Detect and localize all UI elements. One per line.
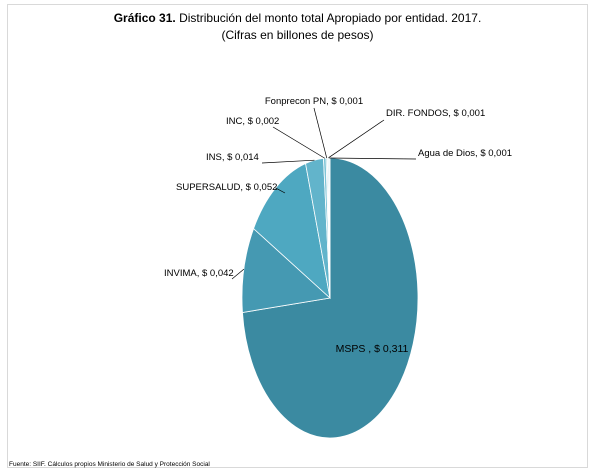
chart-area <box>7 4 588 468</box>
leader-line-ins <box>261 159 315 164</box>
leader-line-invima <box>231 268 245 280</box>
chart-subtitle: (Cifras en billones de pesos) <box>221 28 374 42</box>
data-label-supersalud: SUPERSALUD, $ 0,052 <box>176 182 277 193</box>
leader-line-agua-de-dios <box>329 157 417 160</box>
pie-slice-invima <box>241 227 331 313</box>
chart-title-prefix: Gráfico 31. <box>113 11 176 25</box>
data-label-agua-de-dios: Agua de Dios, $ 0,001 <box>418 148 512 159</box>
leader-line-fonprecon-pn <box>313 107 328 159</box>
data-label-dir-fondos: DIR. FONDOS, $ 0,001 <box>386 108 485 119</box>
leader-line-inc <box>272 126 325 159</box>
data-label-fonprecon-pn: Fonprecon PN, $ 0,001 <box>265 96 363 107</box>
data-label-msps: MSPS , $ 0,311 <box>336 343 409 355</box>
source-note: Fuente: SIIF. Cálculos propios Ministeri… <box>9 461 210 468</box>
leader-line-supersalud <box>275 187 286 194</box>
data-label-inc: INC, $ 0,002 <box>226 116 279 127</box>
data-label-ins: INS, $ 0,014 <box>206 152 259 163</box>
data-label-invima: INVIMA, $ 0,042 <box>164 268 234 279</box>
chart-title-text: Distribución del monto total Apropiado p… <box>179 11 482 25</box>
leader-line-dir-fondos <box>327 119 385 159</box>
chart-title: Gráfico 31. Distribución del monto total… <box>0 11 595 26</box>
